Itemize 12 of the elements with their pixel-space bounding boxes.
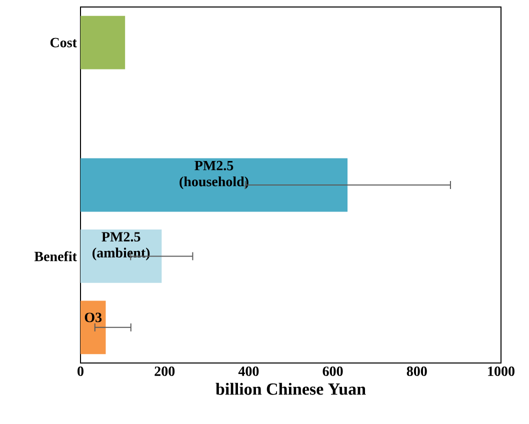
y-tick-label: Cost <box>50 38 77 48</box>
y-tick-label: Benefit <box>34 251 77 262</box>
x-tick-label: 400 <box>238 366 259 376</box>
x-tick-label: 0 <box>78 366 84 376</box>
x-tick-label: 1000 <box>488 366 514 376</box>
x-tick-label: 600 <box>322 366 343 376</box>
x-axis-title: billion Chinese Yuan <box>216 382 366 395</box>
series-label: PM2.5 (household) <box>180 160 248 190</box>
x-tick-label: 200 <box>154 366 175 376</box>
x-tick-label: 800 <box>406 366 427 376</box>
series-label: O3 <box>84 312 102 322</box>
series-label: PM2.5 (ambient) <box>92 232 150 260</box>
